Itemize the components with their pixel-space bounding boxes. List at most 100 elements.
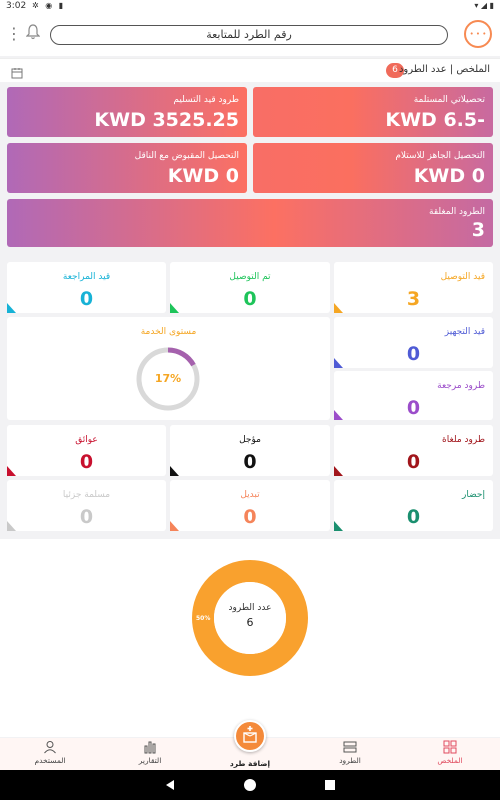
closed-parcels-card[interactable]: الطرود المغلقة 3 xyxy=(7,199,493,247)
service-level-ring: 17% xyxy=(135,346,201,416)
home-icon[interactable] xyxy=(243,778,257,792)
card-value: 0 xyxy=(79,288,94,310)
card-label: عوائق xyxy=(75,435,98,445)
card-corner-accent xyxy=(7,521,16,531)
card-label: تبديل xyxy=(240,490,260,500)
card-corner-accent xyxy=(170,521,179,531)
user-icon xyxy=(15,740,85,754)
donut-center-value: 6 xyxy=(246,616,254,629)
card-corner-accent xyxy=(334,410,343,420)
card-value: 3 xyxy=(471,219,485,241)
card-label: التحصيل الجاهز للاستلام xyxy=(395,151,485,161)
bring-card[interactable]: إحضار 0 xyxy=(334,480,493,531)
card-corner-accent xyxy=(334,303,343,313)
partially-delivered-card[interactable]: مسلمة جزئيا 0 xyxy=(7,480,166,531)
card-corner-accent xyxy=(334,521,343,531)
parcels-in-delivery-amount-card[interactable]: طرود قيد التسليم KWD 3525.25 xyxy=(7,87,247,137)
card-value: 0 xyxy=(243,288,257,310)
nav-label: الملخص xyxy=(437,756,463,765)
card-label: قيد التجهيز xyxy=(444,327,485,337)
add-box-icon xyxy=(243,726,257,743)
nav-user[interactable]: المستخدم xyxy=(15,740,85,765)
status-bar: 3:02 ✲ ◉ ▮ ▾ ◢ ▮ xyxy=(0,0,500,14)
my-received-collections-card[interactable]: تحصيلاتي المستلمة KWD 6.5- xyxy=(253,87,493,137)
card-value: 0 xyxy=(243,451,257,473)
card-value: 3 xyxy=(406,288,421,310)
card-value: KWD 6.5- xyxy=(385,109,485,131)
in-preparation-card[interactable]: قيد التجهيز 0 xyxy=(334,317,493,368)
card-value: KWD 3525.25 xyxy=(94,109,239,131)
parcels-donut-section: 50% عدد الطرود 6 xyxy=(0,539,500,737)
exchange-card[interactable]: تبديل 0 xyxy=(170,480,330,531)
card-label: التحصيل المقبوض مع الناقل xyxy=(134,151,239,161)
bar-chart-icon xyxy=(115,740,185,754)
postponed-card[interactable]: مؤجل 0 xyxy=(170,425,330,476)
card-label: قيد المراجعة xyxy=(62,272,111,282)
card-value: 0 xyxy=(406,506,421,528)
system-navigation-bar xyxy=(0,770,500,800)
nav-parcels[interactable]: الطرود xyxy=(315,740,385,765)
collected-with-carrier-card[interactable]: التحصيل المقبوض مع الناقل KWD 0 xyxy=(7,143,247,193)
donut-slice-label: 50% xyxy=(196,615,211,622)
summary-subheader: 6 الملخص | عدد الطرود xyxy=(0,58,500,82)
service-level-card: مستوى الخدمة 17% xyxy=(7,317,330,420)
card-value: 0 xyxy=(243,506,257,528)
card-label: تحصيلاتي المستلمة xyxy=(413,95,485,105)
card-value: 0 xyxy=(79,506,94,528)
card-corner-accent xyxy=(7,303,16,313)
card-corner-accent xyxy=(170,466,179,476)
app-bar: ⋮ رقم الطرد للمتابعة • • • xyxy=(0,14,500,56)
card-value: 0 xyxy=(406,397,421,419)
grid-icon xyxy=(415,740,485,754)
nav-summary[interactable]: الملخص xyxy=(415,740,485,765)
card-value: KWD 0 xyxy=(413,165,485,187)
ready-collection-card[interactable]: التحصيل الجاهز للاستلام KWD 0 xyxy=(253,143,493,193)
add-parcel-button[interactable] xyxy=(234,720,266,752)
nav-label: المستخدم xyxy=(34,756,66,765)
app-logo[interactable]: • • • xyxy=(464,20,492,48)
clock: 3:02 xyxy=(6,1,27,11)
service-level-percent: 17% xyxy=(154,372,182,385)
back-icon[interactable] xyxy=(164,779,176,791)
card-corner-accent xyxy=(334,466,343,476)
calendar-icon[interactable] xyxy=(11,64,23,83)
card-value: KWD 0 xyxy=(167,165,239,187)
delivered-card[interactable]: تم التوصيل 0 xyxy=(170,262,330,313)
card-value: 0 xyxy=(79,451,94,473)
more-vert-icon[interactable]: ⋮ xyxy=(6,24,22,43)
card-value: 0 xyxy=(406,451,421,473)
card-label: إحضار xyxy=(462,490,485,500)
parcel-count-badge: 6 xyxy=(386,63,404,78)
card-label: طرود مرجعة xyxy=(437,381,485,391)
nav-label: الطرود xyxy=(339,756,361,765)
card-corner-accent xyxy=(334,358,343,368)
service-level-label: مستوى الخدمة xyxy=(140,327,197,337)
cancelled-parcels-card[interactable]: طرود ملغاة 0 xyxy=(334,425,493,476)
card-label: تم التوصيل xyxy=(229,272,271,282)
recents-icon[interactable] xyxy=(324,779,336,791)
card-label: قيد التوصيل xyxy=(440,272,485,282)
tracking-search-input[interactable]: رقم الطرد للمتابعة xyxy=(50,25,448,45)
nav-reports[interactable]: التقارير xyxy=(115,740,185,765)
card-label: طرود ملغاة xyxy=(442,435,485,445)
parcels-donut-chart xyxy=(192,560,308,676)
card-corner-accent xyxy=(170,303,179,313)
add-parcel-label: إضافة طرد xyxy=(229,759,271,768)
status-icons: ✲ ◉ ▮ xyxy=(32,1,66,10)
list-icon xyxy=(315,740,385,754)
card-label: مسلمة جزئيا xyxy=(62,490,111,500)
card-corner-accent xyxy=(7,466,16,476)
card-label: الطرود المغلقة xyxy=(429,207,485,217)
bell-icon[interactable] xyxy=(25,24,41,44)
under-review-card[interactable]: قيد المراجعة 0 xyxy=(7,262,166,313)
card-value: 0 xyxy=(406,343,421,365)
card-label: مؤجل xyxy=(239,435,261,445)
card-label: طرود قيد التسليم xyxy=(173,95,239,105)
donut-center-label: عدد الطرود xyxy=(228,603,272,613)
obstacles-card[interactable]: عوائق 0 xyxy=(7,425,166,476)
battery-wifi-icons: ▾ ◢ ▮ xyxy=(474,1,494,10)
returned-parcels-card[interactable]: طرود مرجعة 0 xyxy=(334,371,493,420)
in-delivery-card[interactable]: قيد التوصيل 3 xyxy=(334,262,493,313)
breadcrumb: الملخص | عدد الطرود xyxy=(398,64,490,75)
nav-label: التقارير xyxy=(138,756,162,765)
